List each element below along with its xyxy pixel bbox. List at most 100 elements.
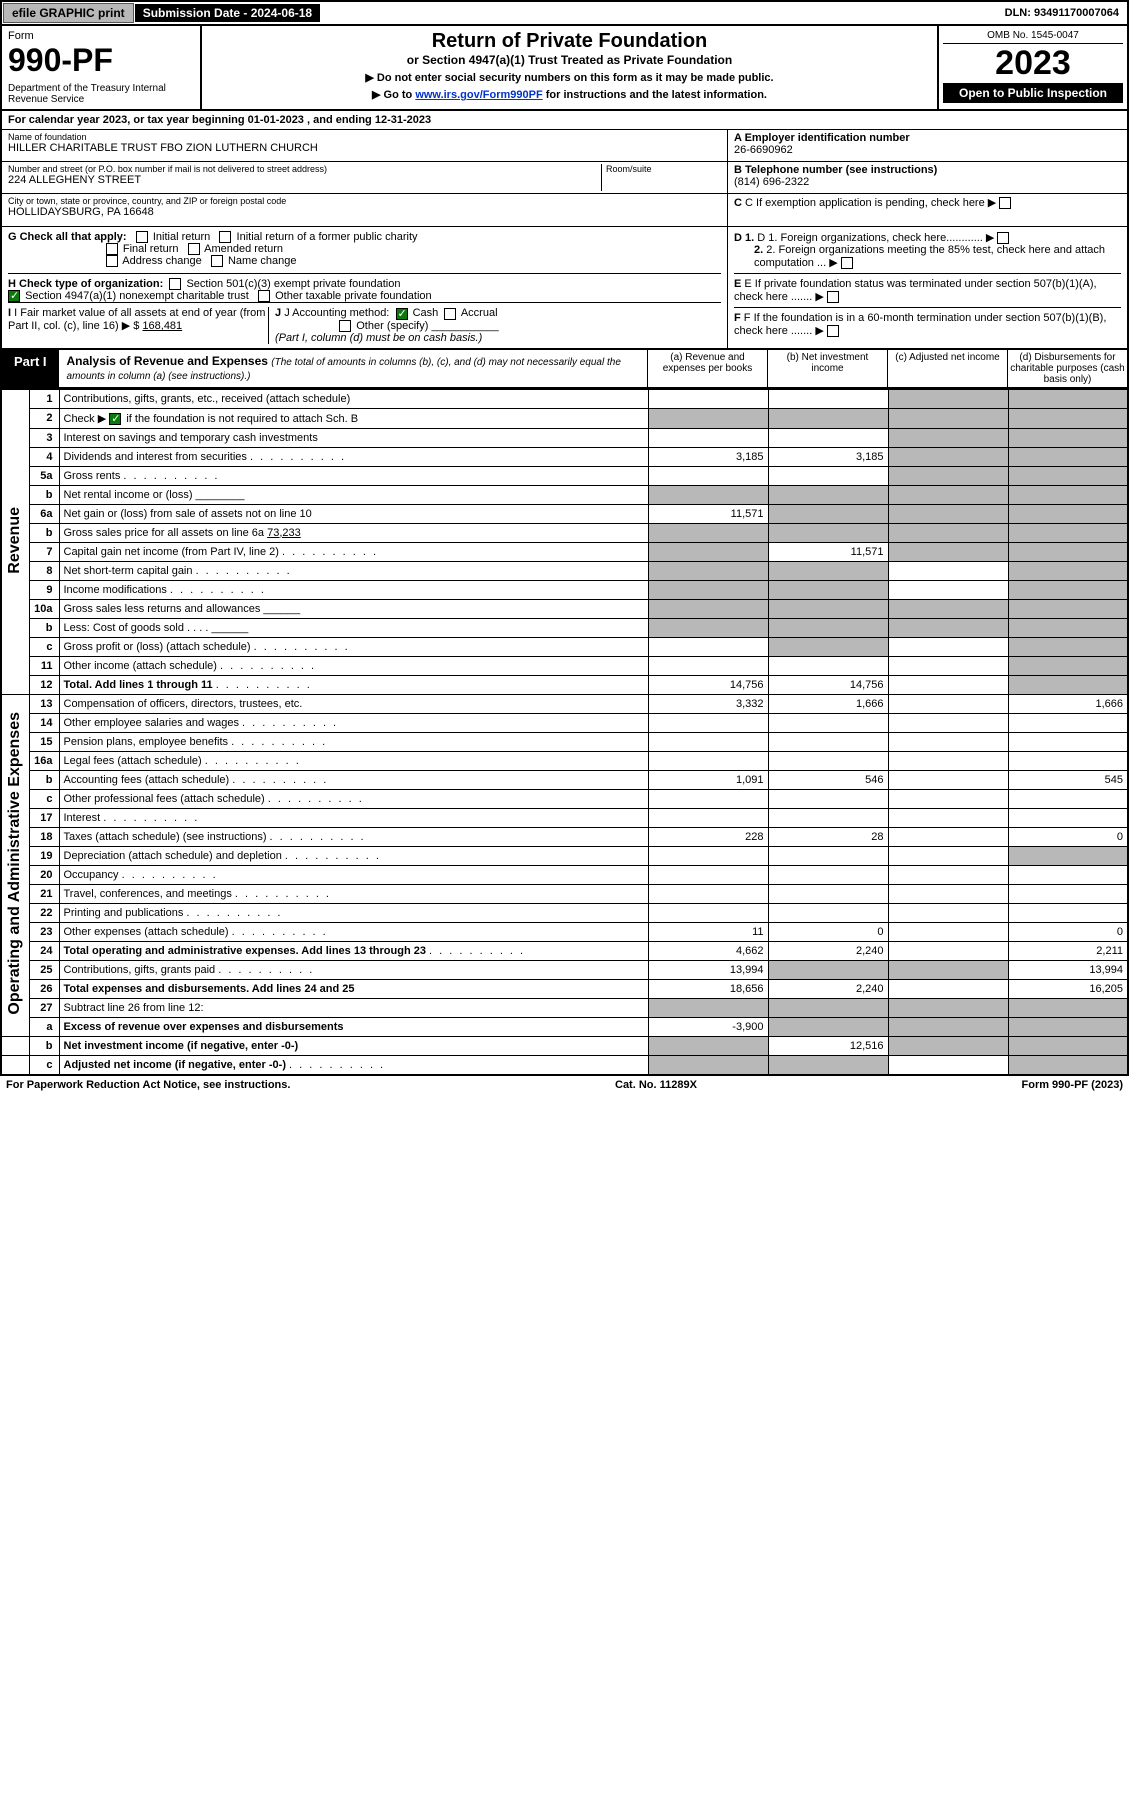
city-row: City or town, state or province, country… [2, 194, 727, 226]
tax-year: 2023 [943, 44, 1123, 83]
d2-row: 2. 2. Foreign organizations meeting the … [734, 244, 1121, 269]
table-row: 12Total. Add lines 1 through 11 14,75614… [1, 675, 1128, 694]
catalog-number: Cat. No. 11289X [615, 1079, 697, 1091]
department-label: Department of the Treasury Internal Reve… [8, 83, 194, 105]
telephone-cell: B Telephone number (see instructions) (8… [728, 162, 1127, 194]
omb-number: OMB No. 1545-0047 [943, 30, 1123, 44]
table-row: 17Interest [1, 808, 1128, 827]
ein-cell: A Employer identification number 26-6690… [728, 130, 1127, 162]
accrual-checkbox[interactable] [444, 308, 456, 320]
part1-table: Revenue 1Contributions, gifts, grants, e… [0, 389, 1129, 1076]
address-change-checkbox[interactable] [106, 255, 118, 267]
instructions-link[interactable]: www.irs.gov/Form990PF [415, 89, 542, 101]
h-check-row: H Check type of organization: Section 50… [8, 273, 721, 302]
table-row: 21Travel, conferences, and meetings [1, 884, 1128, 903]
part1-tab: Part I [2, 350, 59, 387]
r26-d: 16,205 [1008, 979, 1128, 998]
form-subtitle: or Section 4947(a)(1) Trust Treated as P… [212, 53, 927, 67]
table-row: bLess: Cost of goods sold . . . . ______ [1, 618, 1128, 637]
table-row: bNet rental income or (loss) ________ [1, 485, 1128, 504]
form-number: 990-PF [8, 42, 194, 79]
top-bar: efile GRAPHIC print Submission Date - 20… [0, 0, 1129, 26]
year-block: OMB No. 1545-0047 2023 Open to Public In… [937, 26, 1127, 109]
d2-checkbox[interactable] [841, 257, 853, 269]
r23-b: 0 [768, 922, 888, 941]
r24-d: 2,211 [1008, 941, 1128, 960]
amended-return-checkbox[interactable] [188, 243, 200, 255]
other-taxable-checkbox[interactable] [258, 290, 270, 302]
table-row: 20Occupancy [1, 865, 1128, 884]
4947-checkbox[interactable] [8, 290, 20, 302]
table-row: 19Depreciation (attach schedule) and dep… [1, 846, 1128, 865]
r4-a: 3,185 [648, 447, 768, 466]
foundation-name: HILLER CHARITABLE TRUST FBO ZION LUTHERN… [8, 142, 721, 154]
table-row: 7Capital gain net income (from Part IV, … [1, 542, 1128, 561]
expenses-side-label: Operating and Administrative Expenses [6, 712, 24, 1015]
final-return-checkbox[interactable] [106, 243, 118, 255]
g-check-row: G Check all that apply: Initial return I… [8, 231, 721, 267]
r23-d: 0 [1008, 922, 1128, 941]
paperwork-notice: For Paperwork Reduction Act Notice, see … [6, 1079, 290, 1091]
schb-checkbox[interactable] [109, 413, 121, 425]
check-area: G Check all that apply: Initial return I… [0, 227, 1129, 349]
calendar-year-row: For calendar year 2023, or tax year begi… [0, 111, 1129, 130]
form-title-block: Return of Private Foundation or Section … [202, 26, 937, 109]
r18-d: 0 [1008, 827, 1128, 846]
d1-checkbox[interactable] [997, 232, 1009, 244]
submission-date: Submission Date - 2024-06-18 [135, 4, 320, 22]
foundation-name-row: Name of foundation HILLER CHARITABLE TRU… [2, 130, 727, 162]
city-state-zip: HOLLIDAYSBURG, PA 16648 [8, 206, 721, 218]
501c3-checkbox[interactable] [169, 278, 181, 290]
r18-b: 28 [768, 827, 888, 846]
r13-b: 1,666 [768, 694, 888, 713]
r12-b: 14,756 [768, 675, 888, 694]
fmv-value: 168,481 [142, 320, 182, 332]
cash-checkbox[interactable] [396, 308, 408, 320]
f-row: F F If the foundation is in a 60-month t… [734, 307, 1121, 337]
table-row: 14Other employee salaries and wages [1, 713, 1128, 732]
ij-row: I I Fair market value of all assets at e… [8, 302, 721, 343]
table-row: 27Subtract line 26 from line 12: [1, 998, 1128, 1017]
r13-d: 1,666 [1008, 694, 1128, 713]
table-row: 10aGross sales less returns and allowanc… [1, 599, 1128, 618]
dln-label: DLN: 93491170007064 [997, 5, 1127, 21]
r12-a: 14,756 [648, 675, 768, 694]
identity-block: Name of foundation HILLER CHARITABLE TRU… [0, 130, 1129, 227]
table-row: 9Income modifications [1, 580, 1128, 599]
col-a-header: (a) Revenue and expenses per books [647, 350, 767, 387]
table-row: 15Pension plans, employee benefits [1, 732, 1128, 751]
table-row: cGross profit or (loss) (attach schedule… [1, 637, 1128, 656]
table-row: aExcess of revenue over expenses and dis… [1, 1017, 1128, 1036]
part1-header: Part I Analysis of Revenue and Expenses … [0, 349, 1129, 389]
initial-former-checkbox[interactable] [219, 231, 231, 243]
r26-b: 2,240 [768, 979, 888, 998]
table-row: 8Net short-term capital gain [1, 561, 1128, 580]
r16b-b: 546 [768, 770, 888, 789]
name-change-checkbox[interactable] [211, 255, 223, 267]
form-title: Return of Private Foundation [212, 30, 927, 53]
table-row: bNet investment income (if negative, ent… [1, 1036, 1128, 1055]
r27b-b: 12,516 [768, 1036, 888, 1055]
table-row: 16aLegal fees (attach schedule) [1, 751, 1128, 770]
other-method-checkbox[interactable] [339, 320, 351, 332]
r18-a: 228 [648, 827, 768, 846]
table-row: 25Contributions, gifts, grants paid 13,9… [1, 960, 1128, 979]
r6a-a: 11,571 [648, 504, 768, 523]
r26-a: 18,656 [648, 979, 768, 998]
table-row: 6aNet gain or (loss) from sale of assets… [1, 504, 1128, 523]
r25-d: 13,994 [1008, 960, 1128, 979]
r13-a: 3,332 [648, 694, 768, 713]
table-row: 3Interest on savings and temporary cash … [1, 428, 1128, 447]
r4-b: 3,185 [768, 447, 888, 466]
table-row: 24Total operating and administrative exp… [1, 941, 1128, 960]
exemption-checkbox[interactable] [999, 197, 1011, 209]
initial-return-checkbox[interactable] [136, 231, 148, 243]
e-checkbox[interactable] [827, 291, 839, 303]
ein-value: 26-6690962 [734, 144, 793, 156]
table-row: Revenue 1Contributions, gifts, grants, e… [1, 389, 1128, 408]
part1-title: Analysis of Revenue and Expenses (The to… [59, 350, 647, 387]
efile-print-button[interactable]: efile GRAPHIC print [3, 3, 134, 23]
f-checkbox[interactable] [827, 325, 839, 337]
address-row: Number and street (or P.O. box number if… [2, 162, 727, 194]
room-suite-label: Room/suite [606, 164, 721, 174]
